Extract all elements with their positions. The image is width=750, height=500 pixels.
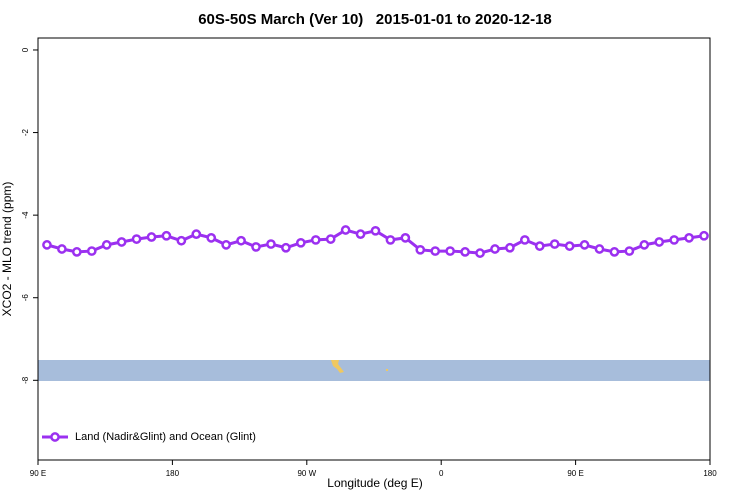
point [684, 233, 694, 243]
point [101, 240, 112, 250]
point [116, 237, 127, 247]
point [505, 242, 515, 253]
legend-label: Land (Nadir&Glint) and Ocean (Glint) [75, 431, 256, 443]
point [445, 246, 456, 256]
point [176, 235, 187, 246]
point [131, 234, 142, 244]
point [266, 239, 276, 249]
point [340, 225, 351, 235]
point [460, 247, 470, 257]
point [415, 244, 426, 255]
x-axis-label: Longitude (deg E) [327, 476, 422, 490]
point [71, 247, 82, 257]
x-tick-label: 180 [166, 469, 180, 478]
point [295, 237, 306, 248]
point [191, 229, 202, 239]
point [564, 241, 575, 251]
point [609, 247, 620, 257]
point [42, 240, 52, 250]
point [57, 244, 67, 254]
point [281, 242, 291, 253]
plot-frame [37, 37, 711, 461]
x-tick-label: 0 [439, 469, 444, 478]
point [490, 244, 500, 254]
point [699, 230, 709, 241]
point [639, 240, 650, 250]
ocean-band [38, 360, 710, 381]
y-tick-label: -6 [21, 294, 30, 302]
point [310, 235, 321, 245]
point [669, 235, 680, 245]
point [161, 230, 172, 241]
point [206, 233, 217, 243]
x-tick-label: 90 W [297, 469, 316, 478]
point [325, 234, 336, 244]
point [549, 239, 560, 249]
y-tick-label: 0 [21, 47, 30, 52]
point [355, 229, 366, 239]
point [400, 233, 411, 243]
map-strip [38, 360, 710, 381]
point [534, 241, 545, 251]
point [430, 246, 441, 256]
y-tick-label: -8 [21, 376, 30, 384]
y-tick-label: -2 [21, 128, 30, 136]
land-shape [331, 360, 344, 373]
x-tick-label: 90 E [567, 469, 583, 478]
point [654, 237, 665, 247]
x-tick-label: 90 E [30, 469, 46, 478]
point [221, 240, 232, 250]
x-tick-label: 180 [703, 469, 717, 478]
point [251, 242, 261, 252]
y-axis-label: XCO2 - MLO trend (ppm) [0, 182, 14, 317]
point [385, 235, 396, 245]
point [579, 240, 590, 250]
point [236, 235, 246, 246]
land-shape [386, 369, 388, 371]
point [86, 246, 97, 256]
point [146, 232, 157, 242]
point [370, 225, 381, 236]
point [594, 244, 605, 254]
point [475, 248, 485, 258]
y-tick-label: -4 [21, 211, 30, 219]
point [624, 246, 635, 256]
legend-swatch [50, 432, 60, 442]
point [519, 235, 530, 245]
chart-title: 60S-50S March (Ver 10) 2015-01-01 to 202… [198, 11, 552, 28]
